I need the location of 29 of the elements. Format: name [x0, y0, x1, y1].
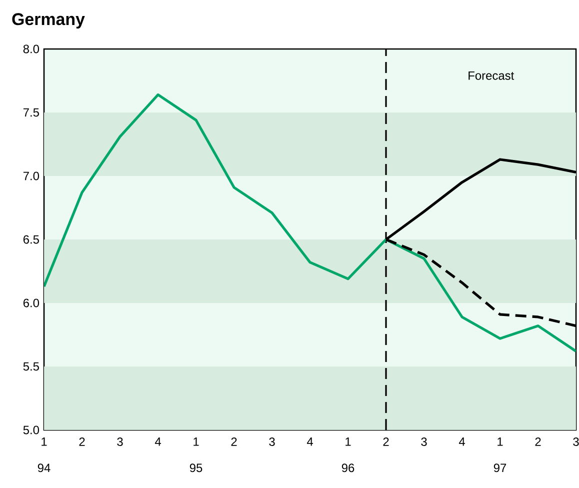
text: 97 [494, 464, 506, 472]
y-tick-label: 8.0 [23, 44, 40, 54]
x-tick-label: 1 [498, 438, 503, 446]
x-tick-label: 1 [42, 438, 47, 446]
y-tick-label: 5.5 [23, 362, 39, 371]
text: 94 [38, 464, 50, 472]
y-tick-label: 5.0 [23, 426, 40, 434]
y-tick-label: 6.0 [23, 298, 40, 308]
x-tick-label: 4 [306, 438, 313, 446]
line-series [44, 93, 576, 353]
x-tick-label: 3 [421, 438, 427, 446]
text: 96 [342, 464, 354, 472]
x-tick-label: 4 [458, 438, 465, 446]
x-tick-label: 1 [346, 438, 351, 446]
y-tick-label: 7.5 [23, 108, 39, 117]
y-tick-label: 6.5 [23, 235, 39, 244]
annotation: Forecast [468, 71, 514, 80]
x-tick-label: 2 [231, 438, 237, 446]
x-tick-label: 3 [117, 438, 123, 446]
x-tick-label: 4 [154, 438, 161, 446]
x-tick-label: 2 [383, 438, 389, 446]
y-tick-label: 7.0 [23, 172, 40, 180]
x-tick-label: 2 [535, 438, 541, 446]
x-tick-label: 3 [269, 438, 275, 446]
chart-title: Germany [12, 13, 85, 29]
x-tick-label: 3 [573, 438, 579, 446]
x-tick-label: 1 [194, 438, 199, 446]
x-tick-label: 2 [79, 438, 85, 446]
text: 95 [190, 464, 202, 472]
